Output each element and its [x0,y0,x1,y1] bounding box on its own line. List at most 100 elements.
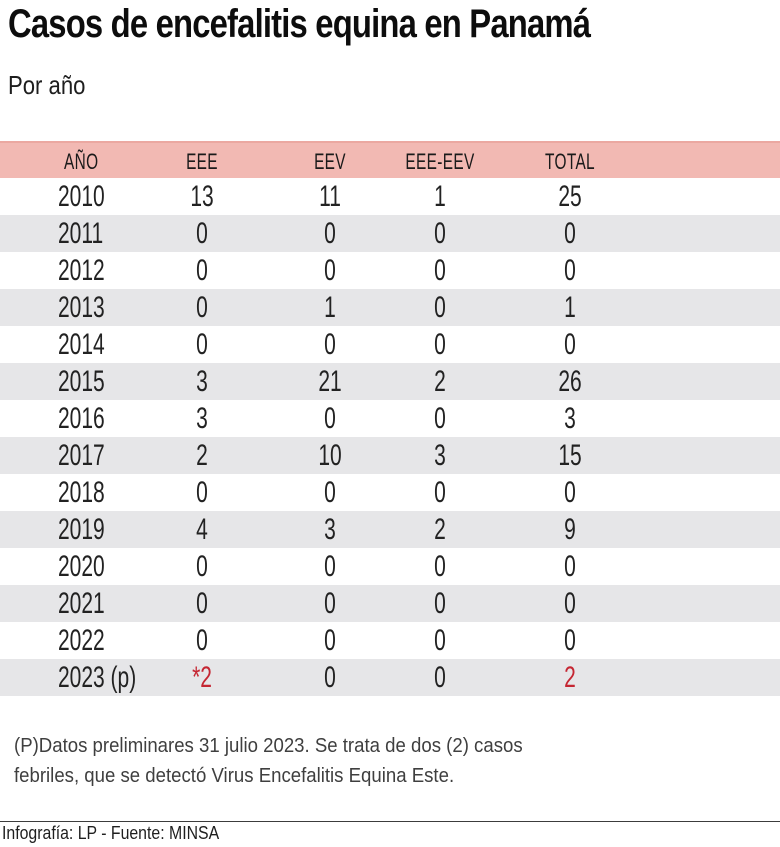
value-cell: 0 [434,217,446,250]
value-cell: 21 [318,365,342,398]
value-cell: 3 [196,402,208,435]
value-cell: 0 [196,624,208,657]
value-cell: 3 [564,402,576,435]
value-cell: 0 [324,402,336,435]
footnote-line-1: (P)Datos preliminares 31 julio 2023. Se … [14,735,523,757]
year-cell: 2016 [58,402,105,435]
value-cell: 0 [196,328,208,361]
value-cell: 25 [558,180,582,213]
year-cell: 2017 [58,439,105,472]
table-row: 2021 0 0 0 0 [0,585,780,622]
value-cell: 15 [558,439,582,472]
value-cell: 0 [196,476,208,509]
value-cell: 3 [196,365,208,398]
table-row: 2015 3 21 2 26 [0,363,780,400]
value-cell: 0 [564,587,576,620]
value-cell: 0 [196,254,208,287]
credit-line: Infografía: LP - Fuente: MINSA [2,823,220,843]
column-header: AÑO [64,149,99,174]
value-cell: *2 [192,661,212,694]
value-cell: 0 [196,587,208,620]
value-cell: 3 [324,513,336,546]
table-row: 2013 0 1 0 1 [0,289,780,326]
table-row: 2022 0 0 0 0 [0,622,780,659]
value-cell: 0 [196,291,208,324]
value-cell: 3 [434,439,446,472]
value-cell: 0 [564,217,576,250]
credit-line-cutoff: Infografía: LP - Fuente: MINSA [2,845,219,847]
year-cell: 2015 [58,365,105,398]
value-cell: 2 [564,661,576,694]
table-row: 2014 0 0 0 0 [0,326,780,363]
table-row: 2020 0 0 0 0 [0,548,780,585]
value-cell: 1 [564,291,576,324]
value-cell: 0 [434,624,446,657]
column-header: EEE-EEV [405,149,475,174]
value-cell: 0 [324,328,336,361]
value-cell: 0 [324,550,336,583]
value-cell: 0 [434,550,446,583]
value-cell: 0 [564,550,576,583]
value-cell: 0 [434,328,446,361]
value-cell: 0 [564,624,576,657]
table-row: 2019 4 3 2 9 [0,511,780,548]
value-cell: 0 [434,661,446,694]
value-cell: 0 [434,476,446,509]
year-cell: 2014 [58,328,105,361]
column-header: EEV [314,149,346,174]
table-row: 2012 0 0 0 0 [0,252,780,289]
value-cell: 0 [564,254,576,287]
page-title: Casos de encefalitis equina en Panamá [8,2,591,46]
value-cell: 4 [196,513,208,546]
year-cell: 2019 [58,513,105,546]
year-cell: 2010 [58,180,105,213]
value-cell: 0 [434,254,446,287]
year-cell: 2021 [58,587,105,620]
table-row: 2011 0 0 0 0 [0,215,780,252]
table-row: 2010 13 11 1 25 [0,178,780,215]
value-cell: 26 [558,365,582,398]
table-row: 2023 (p) *2 0 0 2 [0,659,780,696]
year-cell: 2011 [58,217,104,250]
value-cell: 0 [196,217,208,250]
year-cell: 2013 [58,291,105,324]
value-cell: 13 [190,180,214,213]
footnote: (P)Datos preliminares 31 julio 2023. Se … [14,731,523,791]
value-cell: 0 [324,587,336,620]
value-cell: 0 [564,476,576,509]
value-cell: 0 [434,291,446,324]
cases-by-year-table: AÑO EEE EEV EEE-EEV TOTAL 2010 13 11 1 25 2011 0 0 0 0… [0,141,780,696]
value-cell: 0 [564,328,576,361]
footnote-line-2: febriles, que se detectó Virus Encefalit… [14,765,455,787]
column-header: TOTAL [545,149,595,174]
value-cell: 2 [434,365,446,398]
table-row: 2018 0 0 0 0 [0,474,780,511]
value-cell: 0 [324,624,336,657]
page-subtitle: Por año [8,70,86,100]
value-cell: 0 [324,661,336,694]
value-cell: 10 [318,439,342,472]
year-cell: 2018 [58,476,105,509]
value-cell: 0 [196,550,208,583]
value-cell: 0 [324,217,336,250]
year-cell: 2022 [58,624,105,657]
credit-divider [0,821,780,822]
year-cell: 2023 (p) [58,661,137,694]
table-row: 2016 3 0 0 3 [0,400,780,437]
value-cell: 11 [319,180,341,213]
year-cell: 2020 [58,550,105,583]
value-cell: 2 [196,439,208,472]
value-cell: 9 [564,513,576,546]
value-cell: 0 [434,402,446,435]
value-cell: 0 [324,254,336,287]
value-cell: 0 [434,587,446,620]
year-cell: 2012 [58,254,105,287]
table-row: 2017 2 10 3 15 [0,437,780,474]
table-header-row: AÑO EEE EEV EEE-EEV TOTAL [0,141,780,178]
value-cell: 1 [434,180,446,213]
value-cell: 0 [324,476,336,509]
value-cell: 2 [434,513,446,546]
column-header: EEE [186,149,218,174]
value-cell: 1 [324,291,336,324]
